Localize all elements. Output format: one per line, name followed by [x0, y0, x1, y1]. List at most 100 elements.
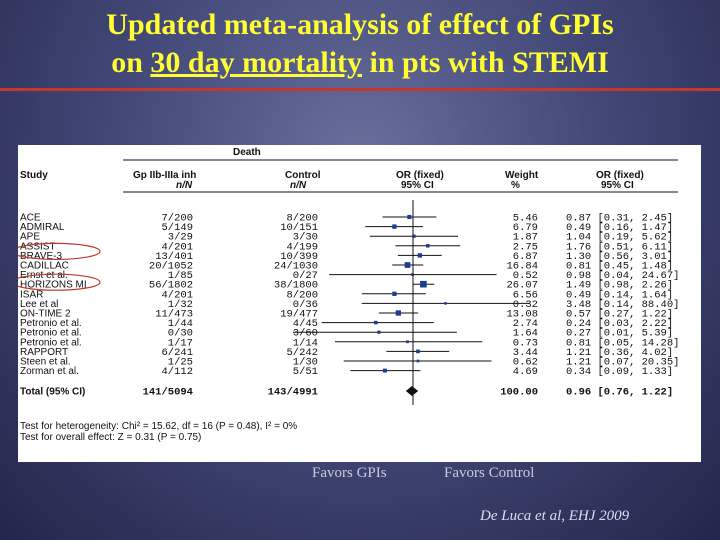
- point-estimate: [420, 280, 427, 288]
- weight-value: 13.08: [506, 309, 538, 321]
- or-ci-text: 0.98 [0.04, 24.67]: [566, 270, 679, 282]
- slide-title: Updated meta-analysis of effect of GPIs …: [0, 6, 720, 82]
- study-rows: ACE 7/200 8/200 5.46 0.87 [0.31, 2.45] ADMIRA…: [20, 213, 679, 399]
- weight-value: 0.52: [513, 270, 538, 282]
- weight-value: 6.79: [513, 222, 538, 234]
- header-control-sub: n/N: [290, 180, 307, 191]
- point-estimate: [406, 340, 409, 344]
- weight-value: 2.75: [513, 241, 538, 253]
- study-name: ADMIRAL: [20, 222, 65, 233]
- control-events: 8/200: [286, 289, 318, 301]
- study-name: APE: [20, 232, 40, 243]
- control-events: 3/60: [293, 328, 318, 340]
- weight-value: 5.46: [513, 213, 538, 225]
- forest-plot: Death Study Gp IIb-IIIa inh n/N Control …: [18, 147, 679, 443]
- point-estimate: [412, 234, 416, 238]
- study-name: Petronio et al.: [20, 328, 82, 339]
- heterogeneity-text: Test for heterogeneity: Chi² = 15.62, df…: [20, 421, 297, 432]
- control-events: 4/45: [293, 318, 318, 330]
- study-name: Ernst et al.: [20, 270, 68, 281]
- weight-value: 2.74: [513, 318, 538, 330]
- point-estimate: [392, 224, 397, 229]
- study-name: Steen et al.: [20, 357, 71, 368]
- study-name: ASSIST: [20, 241, 56, 252]
- gp-events: 20/1052: [149, 261, 193, 273]
- point-estimate: [392, 291, 397, 296]
- point-estimate: [374, 320, 378, 325]
- or-ci-text: 1.49 [0.98, 2.26]: [566, 280, 673, 292]
- weight-value: 0.73: [513, 337, 538, 349]
- control-events: 24/1030: [274, 261, 318, 273]
- or-ci-text: 1.21 [0.36, 4.02]: [566, 347, 673, 359]
- gp-events: 13/401: [155, 251, 193, 263]
- study-name: Zorman et al.: [20, 366, 79, 377]
- study-name: Petronio et al.: [20, 318, 82, 329]
- or-ci-text: 3.48 [0.14, 88.40]: [566, 299, 679, 311]
- point-estimate: [407, 214, 412, 220]
- plot-marks: [18, 200, 530, 405]
- highlight-circle: [18, 242, 101, 260]
- or-ci-text: 0.49 [0.14, 1.64]: [566, 289, 673, 301]
- control-events: 10/399: [280, 251, 318, 263]
- gp-events: 1/25: [168, 357, 193, 369]
- or-ci-text: 0.34 [0.09, 1.33]: [566, 366, 673, 378]
- or-ci-text: 1.21 [0.07, 20.35]: [566, 357, 679, 369]
- point-estimate: [382, 368, 387, 373]
- study-name: ISAR: [20, 289, 43, 300]
- gp-events: 4/201: [161, 241, 193, 253]
- weight-value: 1.64: [513, 328, 538, 340]
- control-events: 19/477: [280, 309, 318, 321]
- total-or-ci-text: 0.96 [0.76, 1.22]: [566, 387, 673, 399]
- or-ci-text: 1.76 [0.51, 6.11]: [566, 241, 673, 253]
- point-estimate: [417, 253, 423, 258]
- overall-effect-text: Test for overall effect: Z = 0.31 (P = 0…: [20, 432, 201, 443]
- point-estimate: [416, 359, 420, 363]
- gp-events: 1/32: [168, 299, 193, 311]
- gp-events: 1/85: [168, 270, 193, 282]
- point-estimate: [404, 262, 411, 268]
- study-name: RAPPORT: [20, 347, 68, 358]
- weight-value: 1.87: [513, 232, 538, 244]
- or-ci-text: 0.27 [0.01, 5.39]: [566, 328, 673, 340]
- title-prefix: on: [111, 46, 151, 79]
- gp-events: 1/44: [168, 318, 193, 330]
- header-or-sub: 95% CI: [401, 180, 434, 191]
- gp-events: 0/30: [168, 328, 193, 340]
- favors-left-label: Favors GPIs: [312, 465, 387, 481]
- weight-value: 0.32: [513, 299, 538, 311]
- study-name: HORIZONS MI: [20, 280, 87, 291]
- study-name: ON-TIME 2: [20, 309, 71, 320]
- weight-value: 4.69: [513, 366, 538, 378]
- total-diamond: [405, 386, 419, 396]
- citation: De Luca et al, EHJ 2009: [480, 508, 630, 524]
- control-events: 3/30: [293, 232, 318, 244]
- total-control-events: 143/4991: [268, 387, 318, 399]
- gp-events: 4/201: [161, 289, 193, 301]
- study-name: ACE: [20, 213, 41, 224]
- gp-events: 5/149: [161, 222, 193, 234]
- header-control: Control: [285, 170, 321, 181]
- or-ci-text: 1.30 [0.56, 3.01]: [566, 251, 673, 263]
- title-divider: [0, 88, 720, 91]
- title-line-1: Updated meta-analysis of effect of GPIs: [106, 8, 614, 41]
- control-events: 1/14: [293, 337, 318, 349]
- control-events: 5/51: [293, 366, 318, 378]
- forest-plot-panel: Death Study Gp IIb-IIIa inh n/N Control …: [18, 145, 701, 462]
- header-weight-sub: %: [511, 180, 520, 191]
- weight-value: 6.56: [513, 289, 538, 301]
- or-ci-text: 0.81 [0.05, 14.28]: [566, 337, 679, 349]
- point-estimate: [416, 349, 420, 354]
- gp-events: 7/200: [161, 213, 193, 225]
- point-estimate: [411, 273, 414, 276]
- weight-value: 6.87: [513, 251, 538, 263]
- or-ci-text: 0.24 [0.03, 2.22]: [566, 318, 673, 330]
- control-events: 1/30: [293, 357, 318, 369]
- gp-events: 3/29: [168, 232, 193, 244]
- gp-events: 1/17: [168, 337, 193, 349]
- title-underlined: 30 day mortality: [150, 46, 363, 79]
- point-estimate: [395, 310, 401, 316]
- weight-value: 16.84: [506, 261, 538, 273]
- control-events: 5/242: [286, 347, 318, 359]
- header-or2: OR (fixed): [596, 170, 644, 181]
- favors-right-label: Favors Control: [444, 465, 535, 481]
